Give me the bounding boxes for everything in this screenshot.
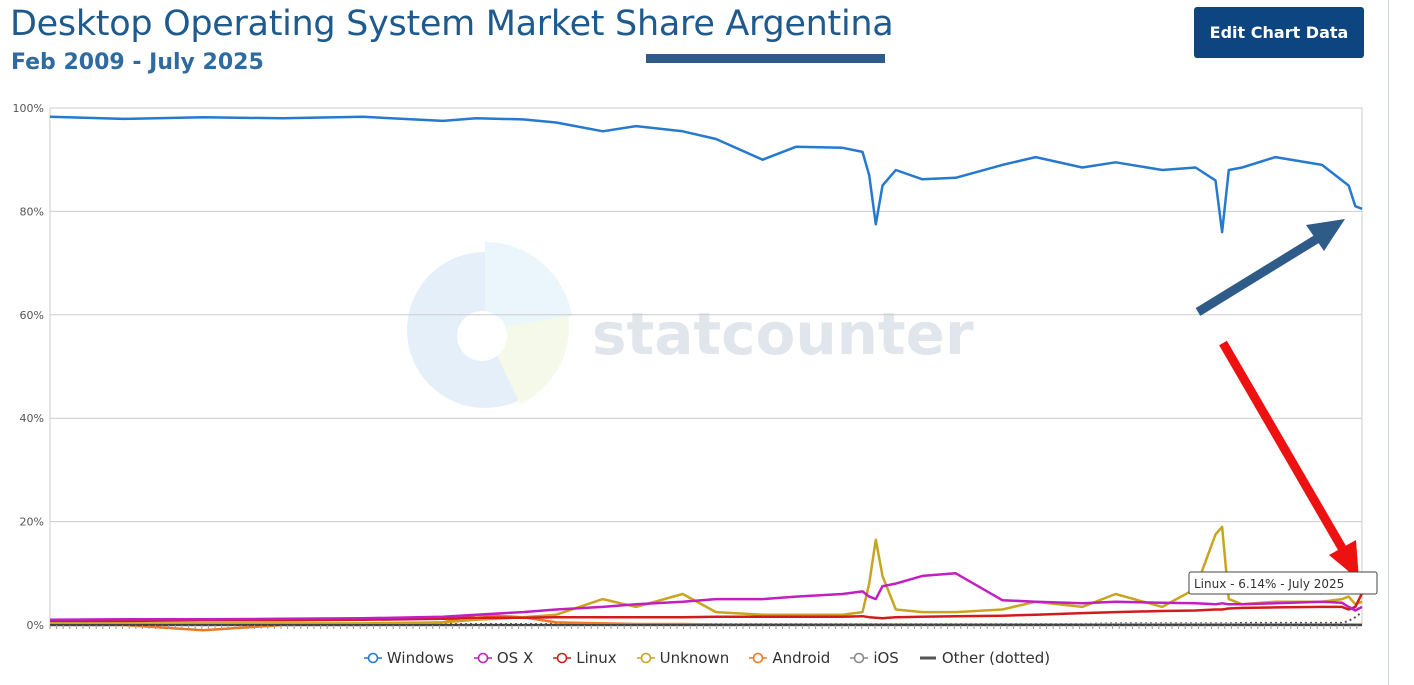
legend-label: iOS bbox=[873, 649, 899, 667]
y-tick-label: 40% bbox=[20, 412, 44, 425]
page-title: Desktop Operating System Market Share Ar… bbox=[10, 4, 894, 44]
legend-item-linux[interactable]: Linux bbox=[553, 649, 617, 667]
legend-item-windows[interactable]: Windows bbox=[363, 649, 454, 667]
y-tick-label: 80% bbox=[20, 205, 44, 218]
chart-legend: Windows OS X Linux Unknown Android iOS Other (… bbox=[0, 646, 1414, 670]
legend-item-unknown[interactable]: Unknown bbox=[636, 649, 730, 667]
y-tick-label: 100% bbox=[13, 102, 44, 115]
legend-line-icon bbox=[919, 656, 936, 660]
watermark-text: statcounter bbox=[592, 300, 974, 368]
legend-label: OS X bbox=[496, 649, 534, 667]
legend-item-android[interactable]: Android bbox=[749, 649, 830, 667]
legend-item-other[interactable]: Other (dotted) bbox=[919, 649, 1050, 667]
y-tick-label: 20% bbox=[20, 516, 44, 529]
watermark-logo-hole bbox=[457, 311, 507, 361]
statcounter-watermark: statcounter bbox=[407, 241, 974, 408]
y-tick-label: 0% bbox=[27, 619, 44, 632]
legend-label: Android bbox=[772, 649, 831, 667]
legend-circle-icon bbox=[636, 652, 655, 664]
series-line-osx[interactable] bbox=[49, 572, 1363, 622]
legend-item-ios[interactable]: iOS bbox=[850, 649, 899, 667]
legend-circle-icon bbox=[749, 652, 768, 664]
legend-circle-icon bbox=[473, 652, 492, 664]
legend-circle-icon bbox=[850, 652, 869, 664]
legend-label: Linux bbox=[576, 649, 617, 667]
legend-item-osx[interactable]: OS X bbox=[473, 649, 534, 667]
legend-label: Windows bbox=[386, 649, 454, 667]
y-axis-labels: 0% 20% 40% 60% 80% 100% bbox=[13, 102, 44, 632]
blue-annotation-arrow bbox=[1195, 219, 1345, 316]
x-axis bbox=[49, 624, 1362, 629]
legend-label: Unknown bbox=[659, 649, 730, 667]
right-divider bbox=[1388, 0, 1389, 685]
series-line-linux[interactable] bbox=[50, 592, 1364, 623]
y-tick-label: 60% bbox=[20, 309, 44, 322]
watermark-logo-slice-icon bbox=[485, 241, 572, 330]
series-line-windows[interactable] bbox=[49, 115, 1363, 234]
legend-circle-icon bbox=[363, 652, 382, 664]
chart-series bbox=[49, 115, 1364, 632]
legend-circle-icon bbox=[553, 652, 572, 664]
edit-chart-data-button[interactable]: Edit Chart Data bbox=[1194, 7, 1364, 58]
legend-label: Other (dotted) bbox=[941, 649, 1051, 667]
tooltip-text: Linux - 6.14% - July 2025 bbox=[1194, 577, 1344, 591]
red-annotation-arrow bbox=[1219, 340, 1359, 580]
page-subtitle: Feb 2009 - July 2025 bbox=[11, 50, 264, 75]
linux-tooltip: Linux - 6.14% - July 2025 bbox=[1188, 571, 1378, 595]
title-highlight-bar bbox=[646, 54, 885, 63]
series-line-unknown[interactable] bbox=[50, 525, 1363, 625]
